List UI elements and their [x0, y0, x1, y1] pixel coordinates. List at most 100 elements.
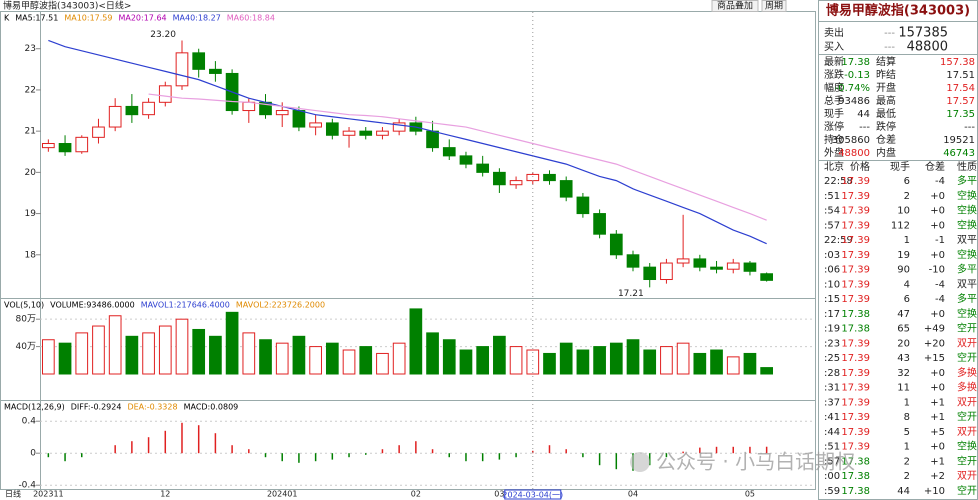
tick-cell: 19 [897, 250, 910, 261]
tick-cell: +2 [930, 471, 945, 482]
volume-bar [92, 325, 105, 375]
candle-body [526, 173, 540, 182]
y-tick-label: 21 [25, 127, 36, 137]
overlay-button-label[interactable]: 商品叠加 [717, 0, 753, 12]
x-tick-label: 202401 [267, 490, 298, 499]
x-tick-label: 12 [160, 490, 170, 499]
tick-cell: :23 [824, 338, 840, 349]
candle-body [125, 105, 139, 116]
tick-cell: 空换 [957, 204, 977, 217]
volume-bar [42, 339, 55, 375]
candle-body [660, 262, 673, 281]
y-tick-label: 0 [30, 449, 36, 459]
legend-item: MA10:17.59 [64, 14, 112, 23]
quote-label: 最低 [876, 107, 896, 120]
candle-body [142, 101, 155, 116]
legend-item: MACD(12,26,9) [4, 403, 65, 412]
tick-cell: 17.38 [841, 324, 870, 335]
candle-body [626, 254, 640, 268]
legend-item: MACD:0.0809 [184, 403, 239, 412]
tick-cell: +5 [930, 427, 945, 438]
tick-cell: 43 [897, 353, 910, 364]
candle-body [743, 262, 757, 272]
tick-cell: 17.38 [841, 486, 870, 497]
tick-cell: 17.39 [841, 427, 870, 438]
quote-value: --- [859, 122, 870, 133]
period-button[interactable] [761, 0, 787, 12]
volume-bar [309, 346, 322, 375]
candle-body [493, 171, 506, 186]
quote-title: 博易甲醇波指(343003) [826, 3, 970, 19]
tick-cell: 17.38 [841, 456, 870, 467]
tick-cell: 17.39 [841, 442, 870, 453]
tick-cell: 17.39 [841, 279, 870, 290]
candle-body [209, 68, 222, 74]
candle-body [609, 233, 623, 256]
legend-item: MAVOL2:223726.2000 [236, 301, 325, 310]
tick-header: 价格 [850, 160, 870, 173]
tick-cell: :00 [824, 471, 840, 482]
tick-cell: -1 [935, 235, 945, 246]
quote-label: 最新 [824, 55, 844, 68]
tick-cell: +1 [930, 456, 945, 467]
volume-bar [292, 335, 306, 375]
tick-cell: 2 [904, 471, 910, 482]
volume-bar [359, 346, 373, 375]
candle-body [325, 122, 339, 136]
tick-cell: 多换 [957, 366, 977, 379]
quote-label: 开盘 [876, 81, 896, 94]
tick-cell: :54 [824, 206, 840, 217]
legend-item: MA60:18.84 [227, 14, 275, 23]
tick-cell: 17.39 [841, 191, 870, 202]
candle-body [108, 105, 122, 128]
tick-cell: 17.39 [841, 176, 870, 187]
tick-cell: +0 [930, 309, 945, 320]
tick-cell: 多换 [957, 381, 977, 394]
legend-item: MA20:17.64 [118, 14, 166, 23]
candle-body [292, 110, 306, 128]
tick-cell: -4 [935, 176, 945, 187]
y-tick-label: 18 [25, 250, 37, 260]
tick-cell: +0 [930, 206, 945, 217]
volume-bar [125, 335, 139, 375]
volume-bar [192, 328, 206, 375]
tick-cell: 17.39 [841, 294, 870, 305]
quote-label: 内盘 [876, 146, 896, 159]
volume-bar [609, 342, 623, 375]
tick-cell: 双开 [957, 396, 977, 408]
tick-cell: +10 [924, 486, 945, 497]
overlay-button[interactable] [711, 0, 759, 12]
y-tick-label: 23 [25, 44, 36, 54]
tick-cell: :37 [824, 397, 840, 408]
candle-body [275, 110, 289, 116]
tick-cell: 10 [897, 206, 910, 217]
tick-cell: :57 [824, 456, 840, 467]
quote-label: 跌停 [876, 120, 896, 133]
volume-bar [626, 339, 640, 375]
candle-body [476, 163, 490, 173]
tick-cell: 空开 [957, 322, 977, 335]
period-button-label[interactable]: 周期 [765, 1, 783, 12]
candle-body [58, 143, 72, 153]
high-label: 23.20 [150, 30, 176, 40]
tick-cell: +1 [930, 397, 945, 408]
tick-cell: 112 [891, 220, 910, 231]
tick-cell: 空换 [957, 218, 977, 231]
volume-bar [426, 332, 439, 375]
volume-bar [743, 352, 757, 375]
volume-bar [559, 342, 573, 375]
candle-body [442, 147, 456, 157]
x-tick-label: 03 [494, 490, 504, 499]
tick-cell: 65 [897, 324, 910, 335]
tick-cell: 17.39 [841, 235, 870, 246]
tick-cell: 6 [904, 176, 910, 187]
quote-value: 46743 [943, 148, 975, 159]
tick-cell: :31 [824, 383, 840, 394]
quote-label: 涨跌 [824, 68, 844, 81]
tick-cell: :19 [824, 324, 840, 335]
volume-bar [58, 342, 72, 375]
y-tick-label: 22 [25, 85, 36, 95]
volume-bar [576, 349, 590, 375]
ma-line [48, 39, 767, 245]
tick-cell: :06 [824, 265, 840, 276]
